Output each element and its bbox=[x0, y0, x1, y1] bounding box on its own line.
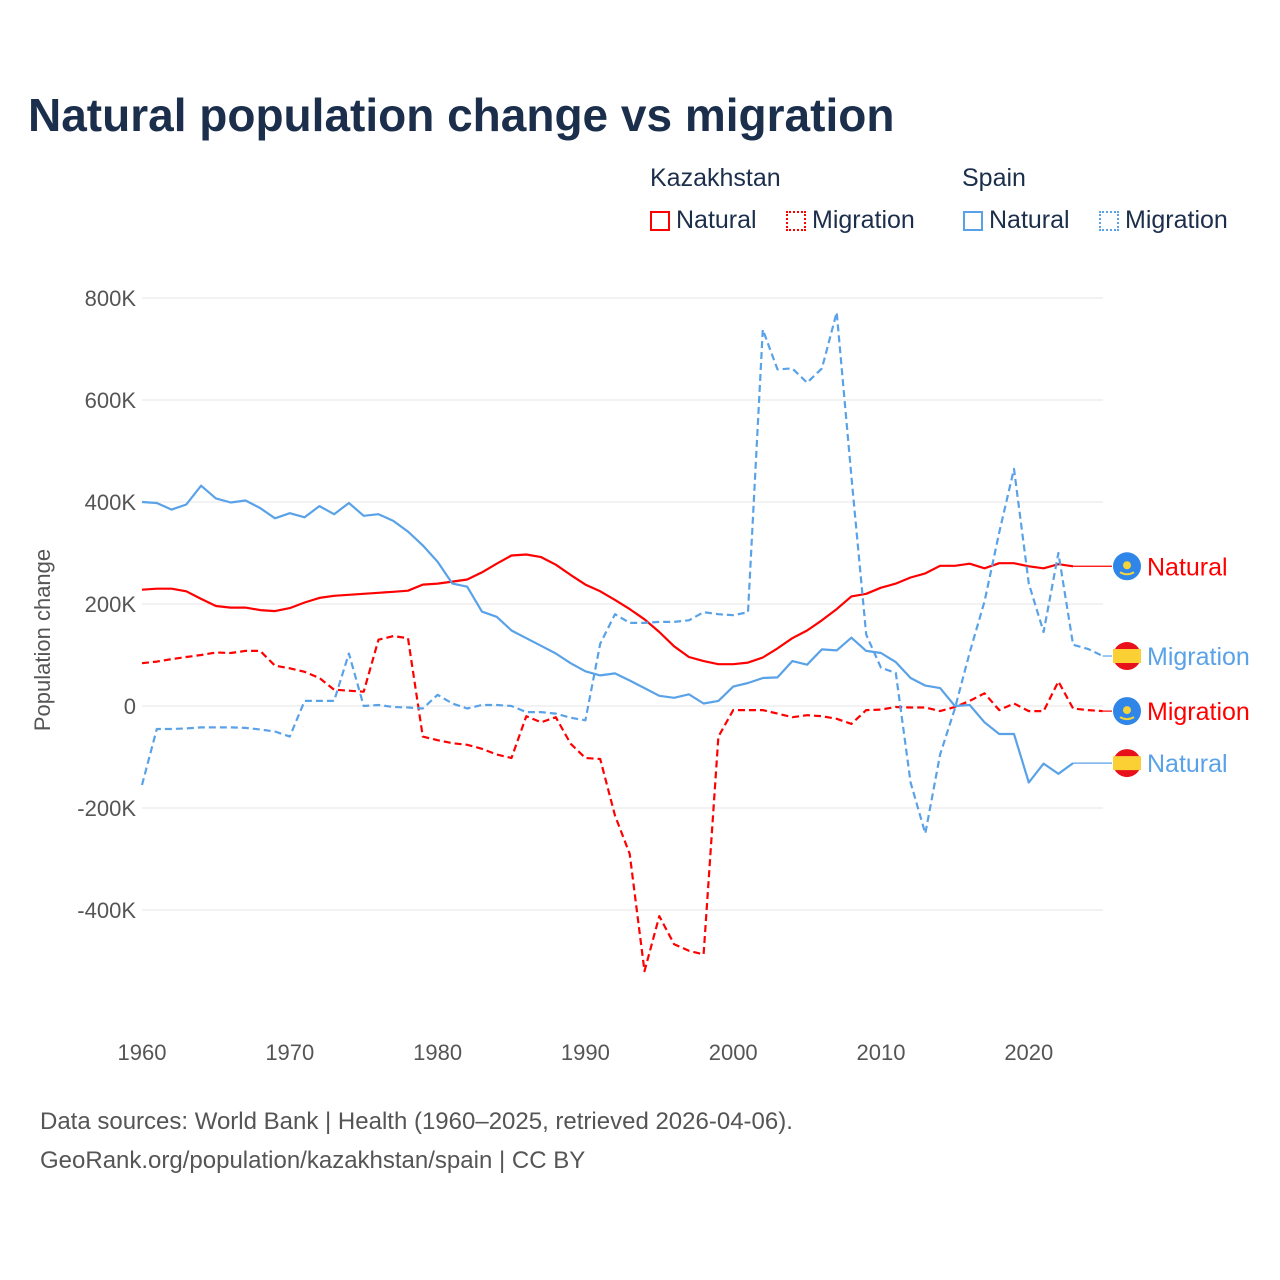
legend-group-spain: Spain bbox=[962, 164, 1026, 192]
chart-title: Natural population change vs migration bbox=[28, 89, 895, 141]
legend-label: Migration bbox=[812, 206, 915, 234]
x-tick-label: 2020 bbox=[1004, 1040, 1053, 1065]
legend-label: Migration bbox=[1125, 206, 1228, 234]
flag-stripe bbox=[1113, 756, 1141, 771]
legend-item-kazakhstan-natural[interactable]: Natural bbox=[650, 206, 757, 235]
end-label: Natural bbox=[1147, 750, 1228, 778]
footer-attribution[interactable]: GeoRank.org/population/kazakhstan/spain … bbox=[40, 1147, 586, 1174]
legend-label: Natural bbox=[676, 206, 757, 234]
y-tick-label: 800K bbox=[85, 286, 137, 311]
legend-item-kazakhstan-migration[interactable]: Migration bbox=[786, 206, 915, 235]
x-tick-label: 2010 bbox=[857, 1040, 906, 1065]
series-line-spain-natural bbox=[141, 484, 1074, 784]
legend-label: Natural bbox=[989, 206, 1070, 234]
flag-eagle bbox=[1119, 716, 1135, 721]
series-line-spain-migration bbox=[140, 311, 1104, 835]
y-tick-label: -400K bbox=[77, 898, 136, 923]
series-line-kazakhstan-natural bbox=[141, 553, 1074, 666]
legend-item-spain-natural[interactable]: Natural bbox=[963, 206, 1070, 235]
y-tick-label: 600K bbox=[85, 388, 137, 413]
end-label: Migration bbox=[1147, 643, 1250, 671]
flag-sun bbox=[1123, 561, 1131, 570]
x-tick-label: 1960 bbox=[118, 1040, 167, 1065]
legend-group-kazakhstan: Kazakhstan bbox=[650, 164, 781, 192]
flag-sun bbox=[1123, 706, 1131, 715]
end-label: Natural bbox=[1147, 553, 1228, 581]
x-tick-label: 1990 bbox=[561, 1040, 610, 1065]
y-tick-label: 400K bbox=[85, 490, 137, 515]
dotted-swatch-icon bbox=[1099, 210, 1119, 231]
footer-source: Data sources: World Bank | Health (1960–… bbox=[40, 1108, 793, 1135]
series-line-kazakhstan-migration bbox=[141, 634, 1103, 973]
y-tick-label: -200K bbox=[77, 796, 136, 821]
x-tick-label: 2000 bbox=[709, 1040, 758, 1065]
dotted-swatch-icon bbox=[786, 210, 806, 231]
x-tick-label: 1980 bbox=[413, 1040, 462, 1065]
y-tick-label: 0 bbox=[124, 694, 136, 719]
legend-item-spain-migration[interactable]: Migration bbox=[1099, 206, 1228, 235]
x-tick-label: 1970 bbox=[265, 1040, 314, 1065]
y-tick-label: 200K bbox=[85, 592, 137, 617]
end-label: Migration bbox=[1147, 698, 1250, 726]
flag-eagle bbox=[1119, 571, 1135, 576]
solid-swatch-icon bbox=[650, 210, 670, 231]
flag-stripe bbox=[1113, 649, 1141, 664]
y-axis-label: Population change bbox=[30, 549, 55, 731]
solid-swatch-icon bbox=[963, 210, 983, 231]
